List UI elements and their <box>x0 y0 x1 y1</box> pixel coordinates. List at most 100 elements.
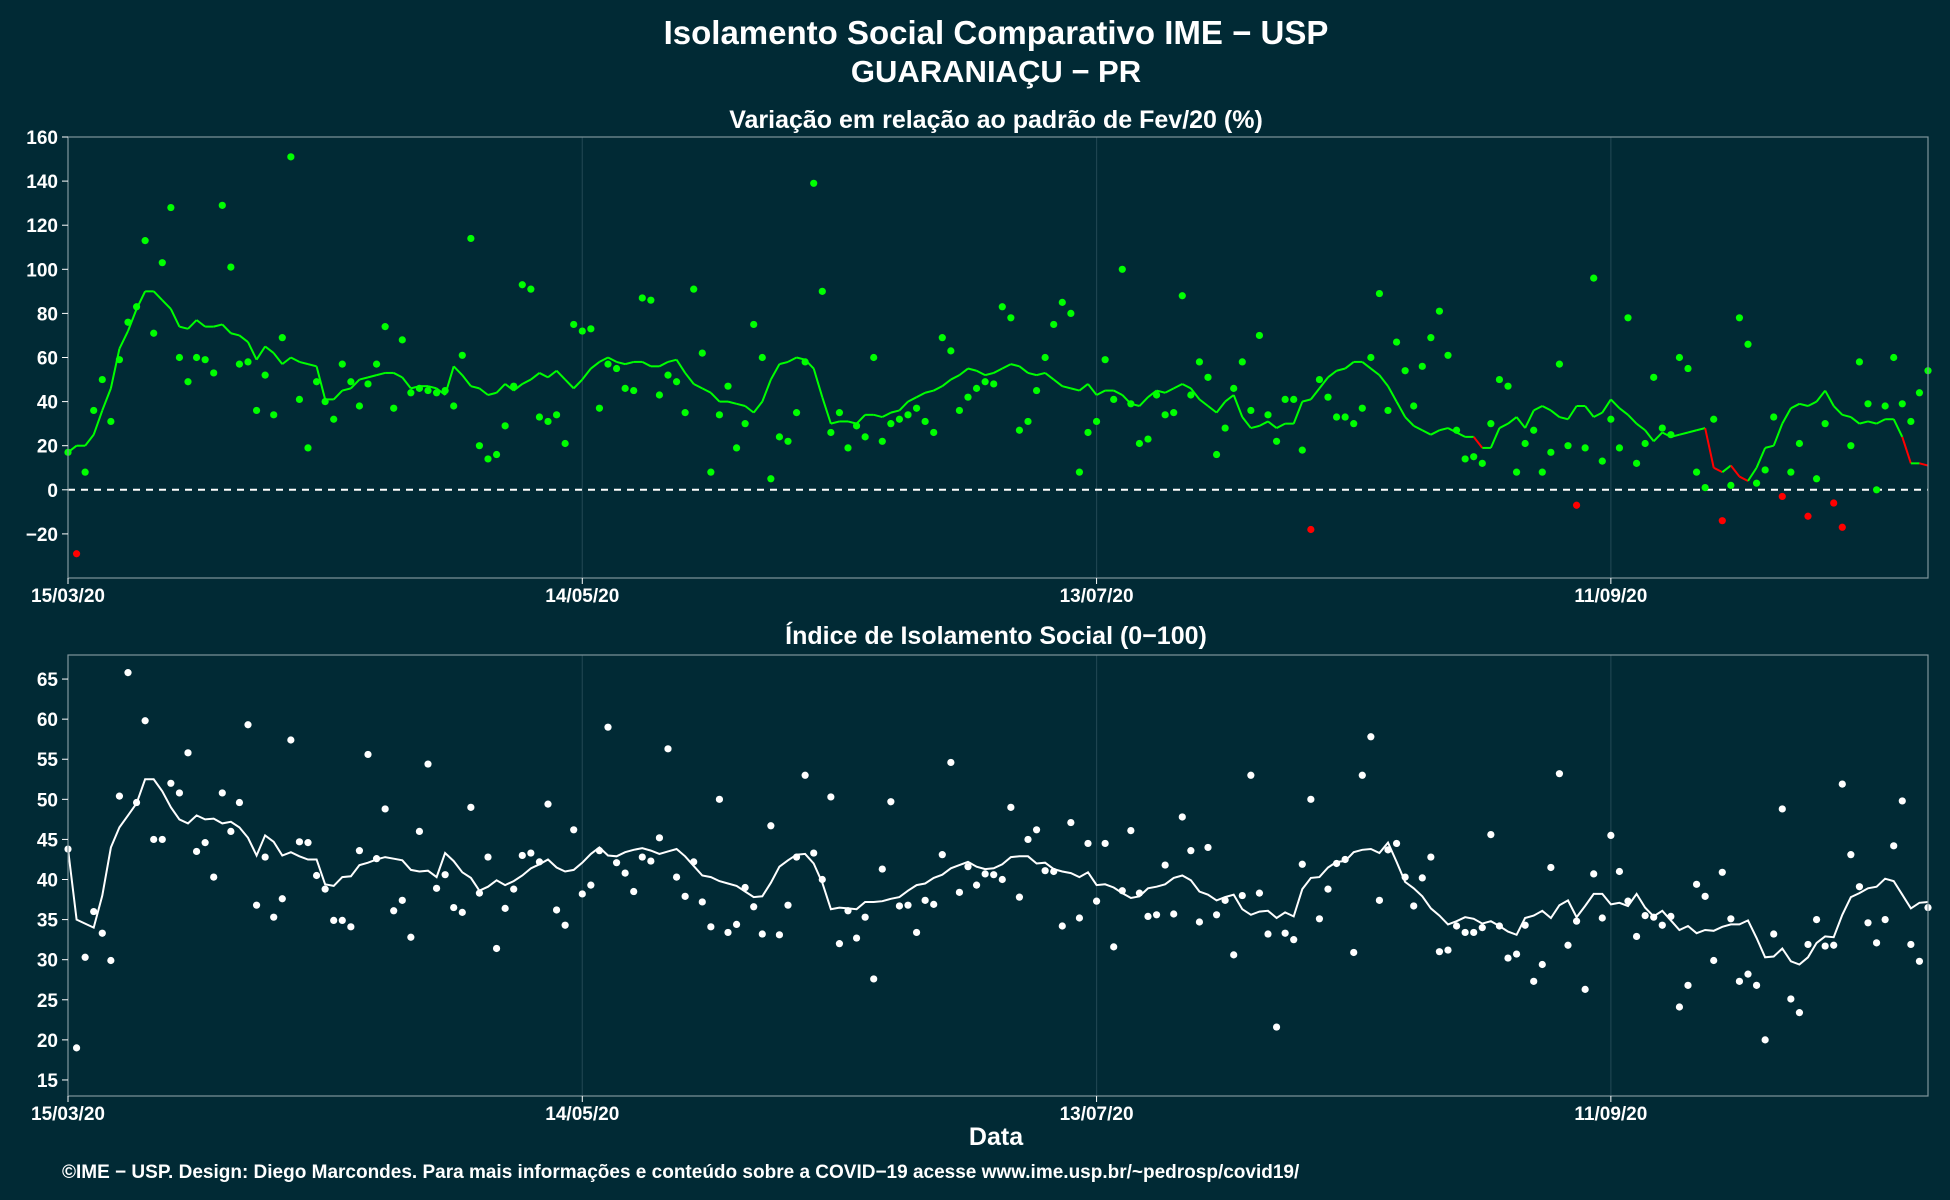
data-point <box>107 956 115 965</box>
moving-average-segment <box>1489 427 1501 449</box>
data-point <box>1898 797 1906 805</box>
data-point <box>432 884 441 892</box>
moving-average-segment <box>101 388 112 411</box>
moving-average-segment <box>1901 436 1912 464</box>
moving-average-segment <box>1807 400 1818 407</box>
data-point <box>1872 939 1881 947</box>
data-point <box>1418 874 1426 882</box>
data-point <box>1521 921 1529 929</box>
moving-average-segment <box>1550 409 1561 418</box>
moving-average-segment <box>161 299 172 310</box>
data-point <box>1744 970 1752 978</box>
data-point <box>621 869 629 877</box>
data-point <box>1598 914 1606 922</box>
data-point <box>1821 420 1829 428</box>
data-point <box>715 795 724 803</box>
x-tick-label: 15/03/20 <box>31 1104 105 1125</box>
moving-average-segment <box>1824 390 1835 407</box>
moving-average-segment <box>1053 378 1063 387</box>
data-point <box>758 930 766 938</box>
data-point <box>330 916 338 925</box>
data-point <box>398 896 406 904</box>
data-point <box>690 858 698 866</box>
data-point <box>1487 420 1495 428</box>
data-point <box>1075 914 1084 922</box>
moving-average-segment <box>359 376 369 381</box>
moving-average-segment <box>916 391 926 399</box>
data-point <box>218 201 226 209</box>
data-point <box>878 437 886 445</box>
data-point <box>527 849 535 857</box>
moving-average-segment <box>1070 387 1080 392</box>
data-point <box>955 888 964 896</box>
data-point <box>672 873 681 881</box>
data-point <box>312 378 321 386</box>
data-point <box>1144 435 1152 443</box>
data-point <box>407 933 415 941</box>
data-point <box>124 669 132 677</box>
moving-average-segment <box>495 383 506 394</box>
data-point <box>827 793 835 801</box>
data-point <box>1007 314 1015 322</box>
data-point <box>1898 400 1906 408</box>
data-point <box>964 863 972 871</box>
data-point <box>1281 395 1289 403</box>
data-point <box>484 455 492 463</box>
data-point <box>1427 853 1435 861</box>
data-point <box>1915 389 1924 397</box>
data-point <box>501 422 509 430</box>
data-point <box>261 371 269 379</box>
data-point <box>1624 314 1632 322</box>
data-point <box>604 360 612 368</box>
y-tick-label: 120 <box>26 216 58 237</box>
data-point <box>132 798 141 807</box>
data-point <box>1247 771 1255 779</box>
data-point <box>1298 860 1306 868</box>
data-point <box>192 847 201 856</box>
data-point <box>861 913 869 921</box>
data-point <box>724 382 732 390</box>
data-point <box>1470 928 1478 937</box>
data-point <box>750 903 758 911</box>
data-point <box>801 771 809 779</box>
data-point <box>1315 375 1324 384</box>
y-tick-label: −20 <box>26 525 58 546</box>
data-point <box>870 975 878 983</box>
data-point <box>698 349 706 357</box>
data-point <box>972 881 981 889</box>
moving-average-segment <box>367 374 377 379</box>
data-point <box>158 259 166 267</box>
data-point <box>1118 887 1126 895</box>
data-point <box>347 923 355 931</box>
data-point <box>1795 1009 1804 1017</box>
data-point <box>1710 956 1718 965</box>
moving-average-segment <box>736 402 746 407</box>
moving-average-segment <box>461 374 472 387</box>
data-point <box>1632 932 1641 941</box>
data-point <box>372 855 381 863</box>
moving-average-segment <box>92 410 104 436</box>
data-point <box>1564 941 1572 949</box>
moving-average-segment <box>1541 405 1552 412</box>
data-point <box>398 336 406 344</box>
moving-average-segment <box>1524 409 1535 429</box>
data-point <box>278 334 286 342</box>
data-point <box>304 839 312 847</box>
moving-average-segment <box>1498 422 1509 429</box>
data-point <box>1555 360 1564 368</box>
data-point <box>604 723 612 731</box>
data-point <box>955 406 964 415</box>
moving-average-segment <box>1559 416 1569 421</box>
moving-average-segment <box>1232 394 1244 418</box>
data-point <box>1350 420 1358 428</box>
moving-average-segment <box>761 379 772 402</box>
moving-average-segment <box>1001 363 1012 370</box>
data-point <box>732 444 741 452</box>
data-point <box>450 903 458 912</box>
data-point <box>167 203 175 212</box>
data-point <box>467 803 475 811</box>
data-point <box>1512 950 1521 958</box>
data-point <box>98 929 106 937</box>
data-point <box>201 356 209 364</box>
data-point <box>1744 340 1752 348</box>
